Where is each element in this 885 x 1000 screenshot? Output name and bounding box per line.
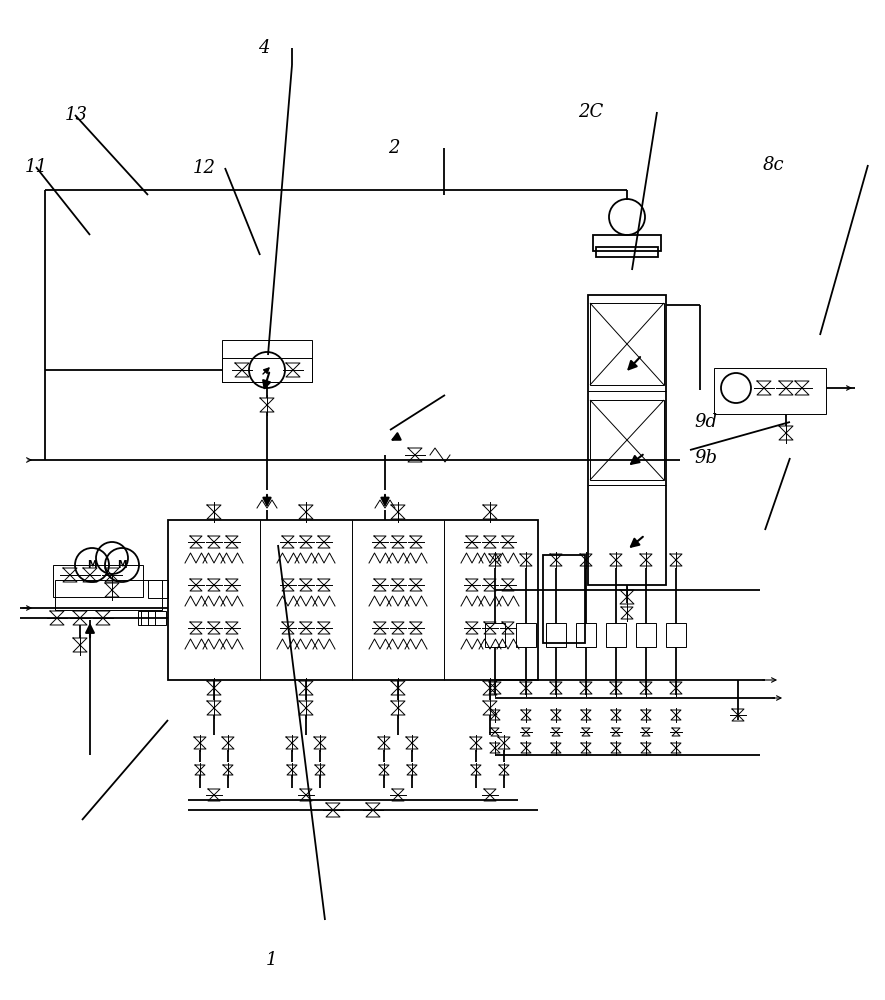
Bar (588, 295, 666, 585)
Bar (596, 247, 658, 257)
Bar (516, 623, 536, 647)
Text: 13: 13 (65, 106, 88, 124)
Text: 8c: 8c (763, 156, 784, 174)
Bar (148, 580, 168, 598)
Text: M: M (88, 560, 96, 570)
Bar (543, 555, 585, 643)
Text: 9d: 9d (695, 413, 718, 431)
Bar (138, 611, 166, 625)
Bar (636, 623, 656, 647)
Bar (593, 235, 661, 251)
Text: 2: 2 (388, 139, 399, 157)
Text: M: M (117, 560, 127, 570)
Bar (714, 368, 826, 414)
Bar (168, 520, 538, 680)
Text: 1: 1 (266, 951, 277, 969)
Bar (222, 358, 312, 382)
Bar (590, 303, 664, 385)
Bar (485, 623, 505, 647)
Bar (53, 565, 143, 597)
Text: 12: 12 (193, 159, 216, 177)
Text: 4: 4 (258, 39, 270, 57)
Bar (606, 623, 626, 647)
Bar (590, 400, 664, 480)
Bar (222, 340, 312, 382)
Text: 11: 11 (25, 158, 48, 176)
Text: 9b: 9b (695, 449, 718, 467)
Bar (55, 580, 162, 610)
Text: 2C: 2C (578, 103, 604, 121)
Bar (546, 623, 566, 647)
Bar (576, 623, 596, 647)
Bar (666, 623, 686, 647)
